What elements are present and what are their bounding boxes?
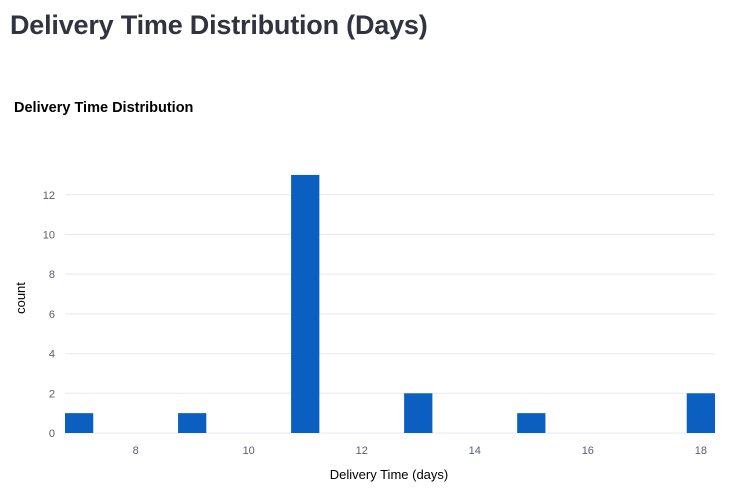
gridlines: [65, 194, 715, 434]
histogram-bar[interactable]: [178, 413, 207, 433]
x-tick-label: 14: [469, 445, 481, 457]
page-title: Delivery Time Distribution (Days): [10, 10, 428, 40]
histogram-bar[interactable]: [686, 393, 715, 433]
y-tick-label: 2: [49, 388, 55, 400]
chart-title: Delivery Time Distribution: [14, 100, 193, 116]
histogram-bar[interactable]: [291, 174, 320, 433]
x-tick-label: 12: [356, 445, 368, 457]
y-tick-label: 0: [49, 428, 55, 440]
y-tick-label: 8: [49, 269, 55, 281]
x-axis-label: Delivery Time (days): [330, 467, 448, 482]
histogram-bar[interactable]: [517, 413, 546, 433]
x-tick-label: 16: [582, 445, 594, 457]
y-axis-label: count: [13, 282, 28, 314]
x-tick-labels: 8 10 12 14 16 18: [133, 445, 707, 457]
histogram-bar[interactable]: [65, 413, 94, 433]
x-tick-label: 18: [695, 445, 707, 457]
histogram-chart: Delivery Time Distribution 0 2 4 6 8 10 12 8 10…: [13, 100, 715, 482]
y-tick-label: 6: [49, 309, 55, 321]
y-tick-label: 10: [43, 229, 55, 241]
x-tick-label: 10: [243, 445, 255, 457]
bars: [65, 174, 715, 433]
histogram-bar[interactable]: [404, 393, 433, 433]
y-tick-label: 4: [49, 349, 55, 361]
chart-container: Delivery Time Distribution 0 2 4 6 8 10 12 8 10…: [0, 80, 737, 495]
y-tick-labels: 0 2 4 6 8 10 12: [43, 190, 55, 440]
x-tick-label: 8: [133, 445, 139, 457]
y-tick-label: 12: [43, 190, 55, 202]
